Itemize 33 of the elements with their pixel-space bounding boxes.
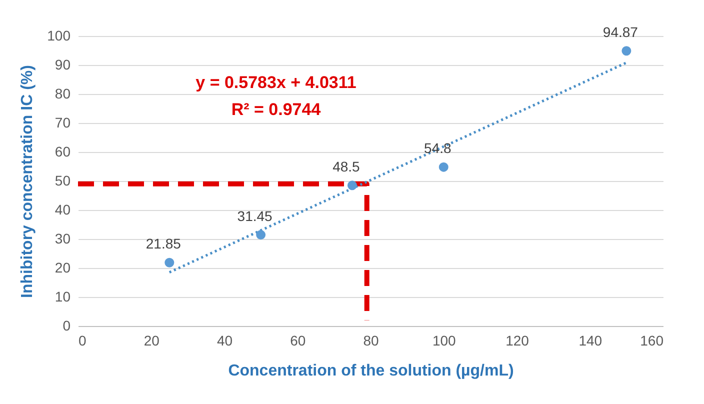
y-tick-label: 0 — [62, 318, 71, 334]
x-tick-label: 0 — [78, 332, 86, 348]
y-tick-label: 50 — [54, 172, 71, 188]
x-tick-label: 60 — [290, 332, 306, 348]
annotation: R² = 0.9744 — [231, 100, 322, 119]
y-tick-label: 80 — [54, 86, 71, 102]
y-tick-label: 10 — [54, 288, 71, 304]
y-tick-label: 60 — [54, 144, 71, 160]
x-tick-label: 100 — [432, 332, 456, 348]
x-tick-label: 120 — [506, 332, 530, 348]
y-tick-label: 70 — [54, 114, 71, 130]
annotation: y = 0.5783x + 4.0311 — [196, 73, 356, 92]
x-tick-label: 140 — [578, 332, 602, 348]
y-axis-title: Inhibitory concentration IC (%) — [19, 65, 36, 298]
point — [347, 180, 357, 190]
data-label: 48.5 — [332, 158, 360, 174]
x-tick-label: 80 — [363, 332, 379, 348]
data-label: 21.85 — [146, 236, 182, 252]
point — [438, 162, 448, 172]
x-tick-label: 20 — [144, 332, 160, 348]
y-tick-label: 40 — [54, 202, 71, 218]
data-label: 94.87 — [602, 24, 638, 40]
x-tick-label: 40 — [216, 332, 233, 348]
point — [164, 258, 174, 268]
data-label: 31.45 — [237, 208, 273, 224]
y-tick-label: 20 — [54, 260, 71, 276]
point — [622, 46, 632, 56]
point — [256, 230, 266, 240]
x-tick-label: 160 — [640, 332, 664, 348]
y-tick-label: 100 — [47, 28, 71, 44]
y-tick-label: 90 — [54, 56, 71, 72]
x-axis-title: Concentration of the solution (µg/mL) — [228, 362, 514, 380]
y-tick-label: 30 — [54, 230, 71, 246]
